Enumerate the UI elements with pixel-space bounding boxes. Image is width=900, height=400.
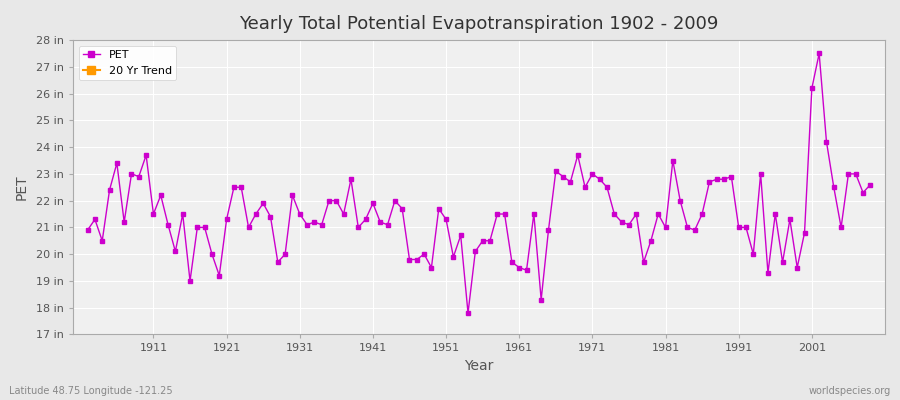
PET (82, 228, 93, 232)
Line: PET: PET (86, 52, 872, 315)
PET (463, 311, 473, 316)
Title: Yearly Total Potential Evapotranspiration 1902 - 2009: Yearly Total Potential Evapotranspiratio… (239, 15, 719, 33)
PET (865, 182, 876, 187)
Text: Latitude 48.75 Longitude -121.25: Latitude 48.75 Longitude -121.25 (9, 386, 173, 396)
Y-axis label: PET: PET (15, 174, 29, 200)
X-axis label: Year: Year (464, 359, 494, 373)
Legend: PET, 20 Yr Trend: PET, 20 Yr Trend (78, 46, 176, 80)
Text: worldspecies.org: worldspecies.org (809, 386, 891, 396)
PET (778, 260, 788, 264)
PET (207, 252, 218, 256)
PET (448, 254, 459, 259)
PET (163, 222, 174, 227)
PET (814, 51, 824, 56)
PET (762, 270, 773, 275)
PET (711, 177, 722, 182)
